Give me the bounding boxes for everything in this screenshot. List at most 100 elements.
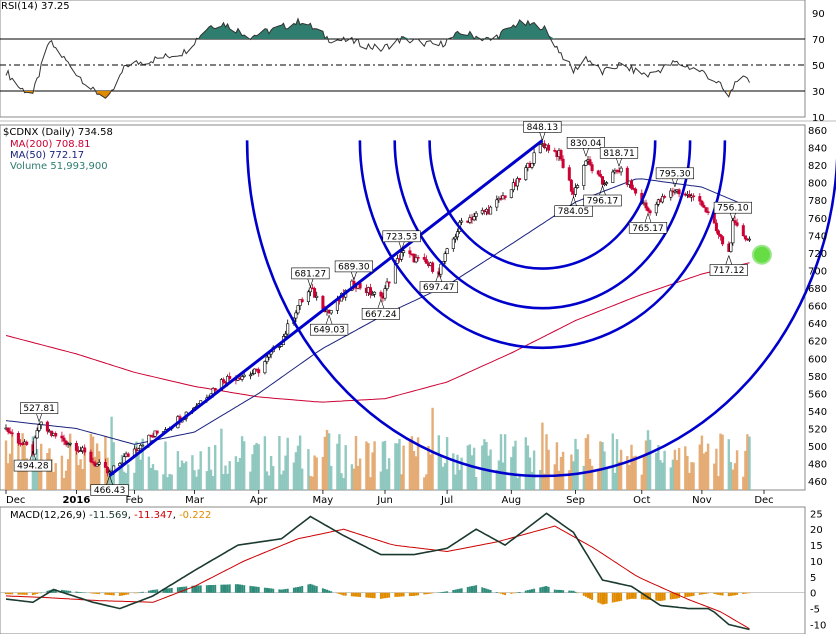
- macd-histogram-bar: [500, 592, 502, 594]
- candle: [704, 207, 708, 213]
- panel-headers: RSI(14) 37.25 $CDNX (Daily) 734.58 MA(20…: [1, 1, 211, 521]
- macd-histogram-bar: [284, 589, 287, 593]
- axes: 1030507090460480500520540560580600620640…: [5, 9, 827, 632]
- price-tick-label: 500: [808, 442, 827, 453]
- macd-histogram-bar: [350, 592, 353, 597]
- price-tick-label: 480: [808, 460, 827, 471]
- candle: [371, 293, 375, 296]
- candle: [251, 373, 255, 376]
- volume-bar: [582, 465, 585, 490]
- candle: [576, 185, 580, 188]
- volume-bar: [499, 434, 503, 490]
- volume-bar: [458, 470, 461, 490]
- macd-histogram-bar: [224, 584, 227, 593]
- macd-histogram-bar: [60, 589, 63, 593]
- callout-leader: [38, 412, 43, 422]
- volume-bar: [180, 460, 184, 490]
- macd-histogram-bar: [9, 592, 12, 595]
- macd-histogram-bar: [568, 590, 571, 593]
- volume-bar: [439, 454, 443, 490]
- macd-histogram-bar: [394, 592, 397, 597]
- macd-histogram-bar: [713, 592, 716, 594]
- volume-bar: [25, 458, 28, 490]
- candle: [648, 210, 652, 214]
- volume-bar: [294, 452, 298, 490]
- macd-histogram-bar: [237, 584, 239, 593]
- macd-histogram-bar: [452, 590, 455, 593]
- macd-histogram-bar: [413, 592, 415, 596]
- volume-bar: [178, 467, 182, 490]
- macd-histogram-bar: [381, 592, 384, 599]
- candle: [62, 437, 66, 442]
- volume-bar: [330, 465, 333, 490]
- macd-histogram-bar: [613, 592, 616, 603]
- macd-histogram-bar: [618, 592, 620, 602]
- volume-bar: [66, 459, 70, 490]
- candle: [634, 188, 638, 194]
- volume-bar: [454, 474, 457, 490]
- volume-bar: [466, 445, 469, 490]
- macd-histogram-bar: [473, 585, 476, 593]
- volume-bar: [257, 444, 260, 490]
- macd-histogram-bar: [210, 585, 212, 593]
- volume-bar: [309, 475, 312, 490]
- callout-box: [19, 402, 59, 415]
- macd-histogram-bar: [663, 592, 666, 601]
- candle: [315, 295, 319, 298]
- volume-bar: [543, 473, 546, 490]
- price-tick-label: 800: [808, 179, 827, 190]
- macd-histogram-bar: [661, 592, 664, 601]
- volume-bar: [590, 465, 594, 490]
- volume-bar: [744, 450, 747, 490]
- candle: [137, 448, 141, 451]
- candle: [39, 421, 43, 425]
- candle: [253, 368, 257, 374]
- callout-label: 649.03: [313, 326, 345, 336]
- macd-histogram-bar: [181, 586, 183, 593]
- candle: [741, 225, 745, 236]
- callout-box: [599, 147, 639, 159]
- macd-histogram-bar: [110, 592, 113, 596]
- callout-leader: [615, 157, 620, 167]
- callout-label: 756.10: [717, 204, 749, 214]
- price-tick-label: 620: [808, 337, 827, 348]
- macd-histogram-bar: [485, 588, 488, 593]
- candle: [731, 220, 735, 244]
- macd-histogram-bar: [19, 592, 22, 595]
- macd-histogram-bar: [698, 592, 701, 595]
- candle: [524, 167, 528, 180]
- callout-label: 697.47: [423, 283, 455, 293]
- volume-bar: [671, 459, 675, 490]
- volume-bar: [182, 463, 186, 490]
- macd-histogram-bar: [141, 591, 144, 593]
- macd-histogram-bar: [340, 592, 343, 595]
- volume-bar: [402, 445, 405, 490]
- candle: [677, 189, 681, 195]
- volume-bar: [657, 445, 660, 490]
- volume-bar: [228, 461, 231, 490]
- volume-bar: [313, 455, 316, 490]
- candle: [257, 369, 261, 374]
- trend-line: [108, 139, 544, 477]
- macd-histogram-bar: [292, 587, 295, 593]
- candle: [240, 376, 244, 380]
- macd-histogram-bar: [336, 592, 339, 594]
- macd-histogram-bar: [379, 592, 382, 599]
- candle: [600, 176, 604, 185]
- volume-bar: [663, 450, 666, 490]
- volume-bar: [626, 456, 629, 490]
- candle: [141, 444, 145, 447]
- macd-histogram-bar: [562, 590, 565, 593]
- macd-histogram-bar: [582, 592, 585, 596]
- macd-histogram-bar: [688, 592, 691, 597]
- callout-leader: [647, 213, 652, 223]
- volume-bar: [352, 468, 356, 490]
- volume-bar: [557, 470, 561, 490]
- volume-bar: [605, 467, 608, 490]
- macd-hist-value: -0.222: [179, 510, 211, 521]
- callout-box: [382, 230, 421, 243]
- price-callouts: 527.81 494.28 466.43 681.27 689.30 649.03 667.…: [13, 121, 752, 496]
- volume-bar: [327, 433, 331, 490]
- volume-bar: [568, 470, 571, 490]
- candle: [368, 287, 372, 295]
